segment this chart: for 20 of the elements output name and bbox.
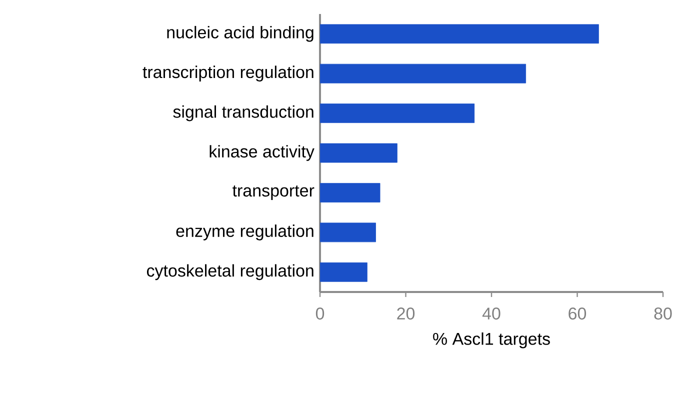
- bar: [320, 104, 475, 123]
- x-tick-label: 0: [316, 308, 324, 320]
- y-tick-label: signal transduction: [173, 105, 314, 122]
- bar: [320, 183, 380, 202]
- x-tick-label: 80: [654, 308, 672, 320]
- y-tick-label: transcription regulation: [142, 66, 314, 82]
- x-tick-label: 20: [397, 308, 415, 320]
- bar: [320, 262, 368, 282]
- bar: [320, 143, 398, 163]
- bar: [320, 24, 599, 44]
- x-axis-title: % Ascl1 targets: [433, 332, 550, 348]
- x-tick-label: 60: [568, 308, 586, 320]
- bar: [320, 64, 526, 84]
- bar: [320, 222, 376, 242]
- x-tick-label: 40: [482, 308, 500, 320]
- y-tick-label: kinase activity: [210, 145, 314, 161]
- y-tick-label: cytoskeletal regulation: [146, 264, 314, 280]
- y-tick-label: enzyme regulation: [176, 224, 314, 240]
- y-tick-label: transporter: [232, 185, 314, 200]
- y-tick-label: nucleic acid binding: [167, 26, 314, 42]
